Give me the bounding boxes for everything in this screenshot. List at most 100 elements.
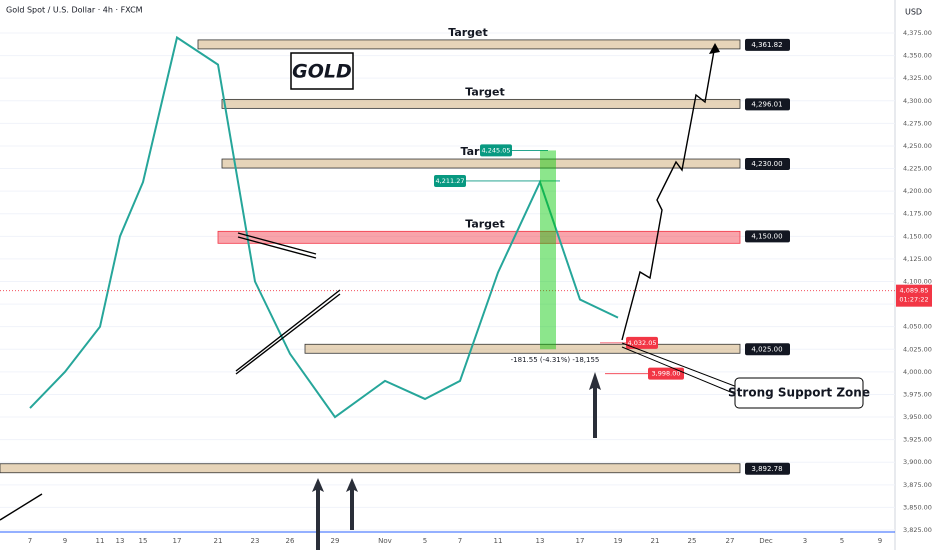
y-tick-label: 4,150.00 (903, 232, 932, 240)
x-tick-label: 17 (576, 537, 585, 545)
target-label: Target (465, 217, 505, 230)
level-label-box (745, 98, 790, 111)
marker-box (648, 367, 684, 380)
x-tick-label: 11 (96, 537, 105, 545)
trend-line (0, 493, 43, 521)
y-tick-label: 4,300.00 (903, 97, 932, 105)
x-tick-label: 15 (139, 537, 148, 545)
marker-box (626, 336, 658, 349)
price-line (29, 35, 619, 419)
arrows (312, 372, 601, 550)
callout-box (734, 377, 864, 409)
support-label: Strong Support Zone (728, 386, 870, 400)
marker-label: 3,998.00 (652, 370, 681, 378)
level-label: 4,150.00 (751, 232, 782, 240)
x-tick-label: 23 (251, 537, 260, 545)
level-zone (221, 158, 741, 169)
y-tick-label: 4,125.00 (903, 255, 932, 263)
target-label: Target (448, 26, 488, 39)
measure-zone (540, 150, 556, 350)
y-tick-label: 4,325.00 (903, 74, 932, 82)
y-tick-label: 4,100.00 (903, 278, 932, 286)
target-label: Target (465, 85, 505, 98)
x-tick-label: 11 (494, 537, 503, 545)
logo: GOLD (292, 61, 352, 83)
x-tick-label: 21 (214, 537, 223, 545)
x-tick-label: 27 (726, 537, 735, 545)
projection-arrow (709, 43, 720, 54)
level-zone (0, 463, 741, 474)
marker-box (480, 144, 512, 157)
x-tick-label: 7 (458, 537, 462, 545)
level-zone (217, 230, 741, 244)
projection-path (621, 44, 716, 341)
countdown: 01:27:22 (899, 296, 928, 304)
marker-label: 4,032.05 (628, 339, 657, 347)
level-label-box (745, 38, 790, 51)
x-tick-label: 13 (116, 537, 125, 545)
y-tick-label: 4,000.00 (903, 368, 932, 376)
level-zone (304, 343, 741, 354)
trend-line (237, 232, 317, 255)
x-tick-label: 5 (423, 537, 427, 545)
level-zone (197, 39, 741, 50)
trend-line (235, 289, 341, 372)
y-tick-label: 4,175.00 (903, 210, 932, 218)
x-tick-label: 9 (63, 537, 67, 545)
marker-label: 4,245.05 (482, 146, 511, 154)
current-price: 4,089.85 (900, 287, 929, 295)
x-tick-label: Nov (378, 537, 392, 545)
x-tick-label: 29 (331, 537, 340, 545)
y-tick-label: 4,350.00 (903, 52, 932, 60)
y-tick-label: 4,050.00 (903, 323, 932, 331)
currency: USD (905, 8, 922, 17)
level-label-box (745, 230, 790, 243)
trend-line (235, 293, 341, 375)
y-tick-label: 4,275.00 (903, 119, 932, 127)
level-label: 3,892.78 (751, 465, 782, 473)
current-price-box (896, 284, 932, 307)
y-tick-label: 4,025.00 (903, 345, 932, 353)
y-tick-label: 4,375.00 (903, 29, 932, 37)
level-label-box (745, 158, 790, 171)
y-tick-label: 4,250.00 (903, 142, 932, 150)
y-tick-label: 3,850.00 (903, 503, 932, 511)
chart-title: Gold Spot / U.S. Dollar · 4h · FXCM (6, 6, 143, 15)
target-label: Tar (461, 145, 481, 158)
x-tick-label: 21 (651, 537, 660, 545)
x-tick-label: 5 (840, 537, 844, 545)
y-tick-label: 3,925.00 (903, 436, 932, 444)
y-tick-label: 3,875.00 (903, 481, 932, 489)
y-tick-label: 3,825.00 (903, 526, 932, 534)
measure-label: -181.55 (-4.31%) -18,155 (511, 356, 600, 364)
level-label: 4,230.00 (751, 160, 782, 168)
marker-label: 4,211.27 (436, 177, 465, 185)
x-tick-label: 7 (28, 537, 32, 545)
y-tick-label: 4,200.00 (903, 187, 932, 195)
marker-box (434, 174, 466, 187)
x-tick-label: 19 (614, 537, 623, 545)
level-zone (221, 98, 741, 109)
x-tick-label: 3 (803, 537, 807, 545)
level-label-box (745, 343, 790, 356)
level-label: 4,361.82 (751, 41, 782, 49)
x-tick-label: 25 (688, 537, 697, 545)
logo-box (290, 52, 354, 90)
y-tick-label: 3,950.00 (903, 413, 932, 421)
trend-line (237, 236, 317, 259)
callout-line (621, 346, 746, 399)
y-tick-label: 4,225.00 (903, 165, 932, 173)
level-label: 4,025.00 (751, 345, 782, 353)
level-label-box (745, 462, 790, 475)
x-tick-label: 26 (286, 537, 295, 545)
x-tick-label: 9 (878, 537, 882, 545)
x-tick-label: 17 (173, 537, 182, 545)
x-tick-label: Dec (759, 537, 773, 545)
y-tick-label: 3,900.00 (903, 458, 932, 466)
x-tick-label: 13 (536, 537, 545, 545)
callout-line (621, 342, 746, 391)
level-label: 4,296.01 (751, 100, 782, 108)
y-tick-label: 3,975.00 (903, 390, 932, 398)
